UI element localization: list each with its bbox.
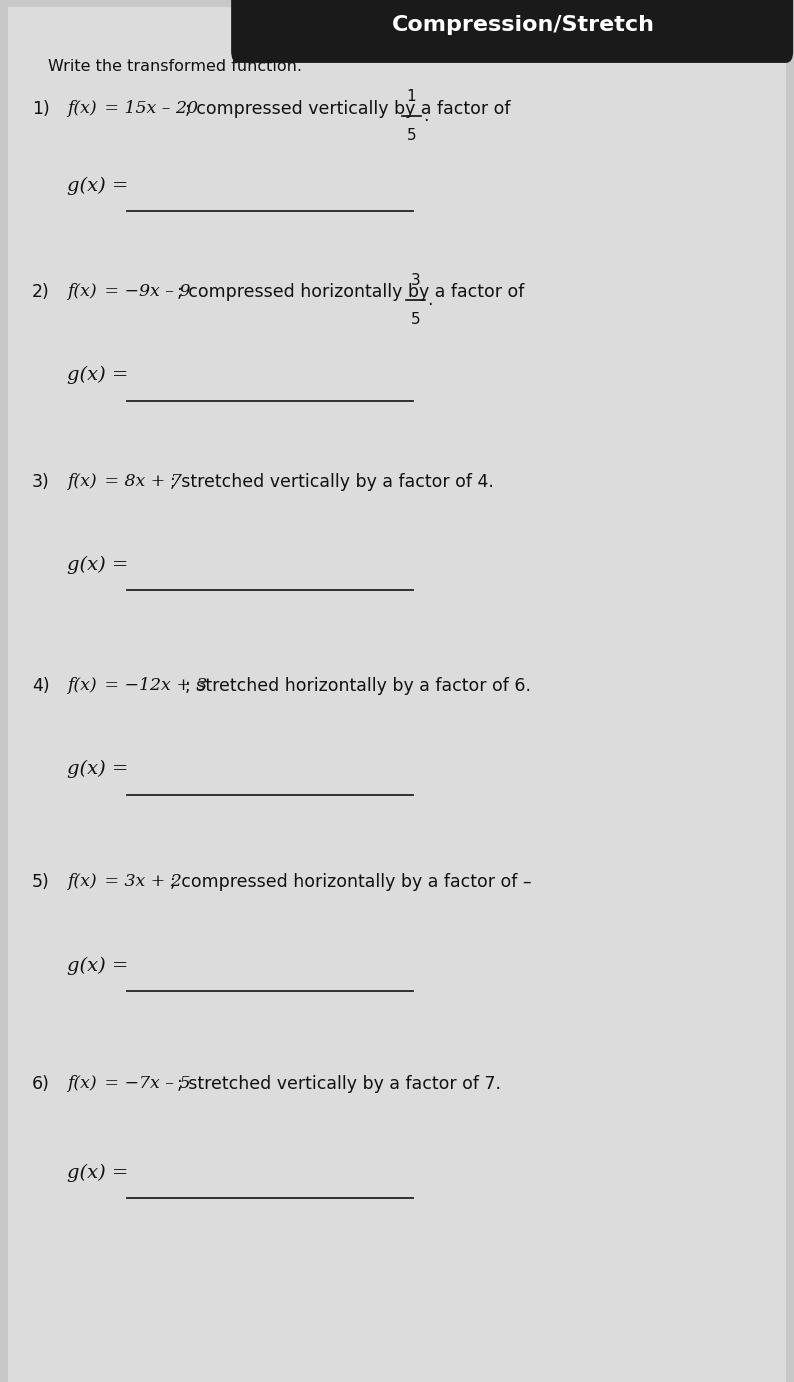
Text: f(x): f(x) [67, 283, 97, 300]
Text: 1: 1 [407, 90, 416, 104]
Text: f(x): f(x) [67, 677, 97, 694]
Text: g(x) =: g(x) = [67, 760, 129, 778]
Text: = −7x – 5: = −7x – 5 [99, 1075, 191, 1092]
Text: 1): 1) [32, 100, 49, 117]
Text: 5: 5 [407, 129, 416, 142]
Text: = 15x – 20: = 15x – 20 [99, 100, 198, 116]
Text: ; compressed vertically by a factor of: ; compressed vertically by a factor of [184, 100, 515, 117]
Text: 2): 2) [32, 283, 49, 301]
Text: ; stretched horizontally by a factor of 6.: ; stretched horizontally by a factor of … [184, 677, 530, 695]
Text: g(x) =: g(x) = [67, 556, 129, 574]
Text: g(x) =: g(x) = [67, 366, 129, 384]
Text: g(x) =: g(x) = [67, 1164, 129, 1182]
Text: ; compressed horizontally by a factor of –: ; compressed horizontally by a factor of… [170, 873, 531, 891]
Text: f(x): f(x) [67, 473, 97, 489]
Text: g(x) =: g(x) = [67, 956, 129, 974]
Text: ; compressed horizontally by a factor of: ; compressed horizontally by a factor of [177, 283, 530, 301]
Text: = −12x + 3: = −12x + 3 [99, 677, 207, 694]
Text: 5: 5 [410, 312, 420, 326]
Text: 3: 3 [410, 274, 420, 287]
Text: ; stretched vertically by a factor of 4.: ; stretched vertically by a factor of 4. [170, 473, 493, 491]
Text: = 3x + 2: = 3x + 2 [99, 873, 182, 890]
Text: f(x): f(x) [67, 873, 97, 890]
FancyBboxPatch shape [8, 7, 786, 1382]
Text: = −9x – 9: = −9x – 9 [99, 283, 191, 300]
Text: 3): 3) [32, 473, 49, 491]
Text: .: . [427, 290, 433, 310]
Text: Compression/Stretch: Compression/Stretch [391, 15, 654, 35]
Text: .: . [423, 106, 429, 126]
Text: 6): 6) [32, 1075, 50, 1093]
Text: g(x) =: g(x) = [67, 177, 129, 195]
Text: f(x): f(x) [67, 100, 97, 116]
Text: Write the transformed function.: Write the transformed function. [48, 59, 302, 73]
Text: = 8x + 7: = 8x + 7 [99, 473, 182, 489]
Text: 4): 4) [32, 677, 49, 695]
FancyBboxPatch shape [232, 0, 792, 62]
Text: ; stretched vertically by a factor of 7.: ; stretched vertically by a factor of 7. [177, 1075, 501, 1093]
Text: f(x): f(x) [67, 1075, 97, 1092]
Text: 5): 5) [32, 873, 49, 891]
